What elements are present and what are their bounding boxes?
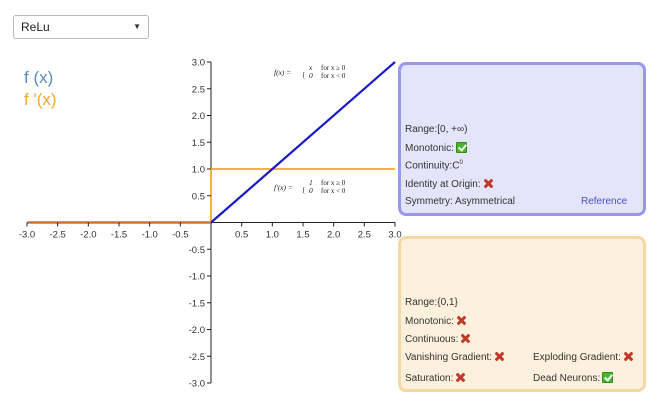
f-prime-formula-case-cond: for x < 0 xyxy=(321,187,346,195)
check-icon xyxy=(455,142,467,153)
activation-select[interactable]: ReLu ▼ xyxy=(13,15,149,39)
cross-icon xyxy=(494,351,505,362)
f-prime-formula-case-expr: 0 xyxy=(309,186,313,195)
f-formula-brace: { xyxy=(302,71,305,79)
x-tick-label: 2.0 xyxy=(327,230,340,241)
fp-saturation: Saturation: xyxy=(405,372,466,384)
activation-select-value: ReLu xyxy=(21,20,50,34)
f-continuity-label: Continuity: xyxy=(405,160,453,172)
x-tick-label: 1.0 xyxy=(266,230,279,241)
y-tick-label: 2.0 xyxy=(192,111,205,122)
f-formula-case-cond: for x ≥ 0 xyxy=(321,64,346,72)
cross-icon xyxy=(456,315,467,326)
f-symmetry-label: Symmetry: xyxy=(405,196,453,207)
fp-range-label: Range: xyxy=(405,297,438,308)
f-range: Range:[0, +∞) xyxy=(405,124,467,135)
x-tick-label: 3.0 xyxy=(388,230,401,241)
y-tick-label: 2.5 xyxy=(192,84,205,95)
f-prime-formula-brace: { xyxy=(302,186,305,194)
f-symmetry-value: Asymmetrical xyxy=(455,196,516,207)
f-identity: Identity at Origin: xyxy=(405,178,494,190)
f-prime-formula-case-expr: 1 xyxy=(309,178,313,187)
reference-link[interactable]: Reference xyxy=(581,196,628,207)
y-tick-label: 0.5 xyxy=(192,191,205,202)
x-tick-label: 0.5 xyxy=(235,230,248,241)
check-icon xyxy=(602,372,614,383)
y-tick-label: -0.5 xyxy=(189,245,205,256)
fp-exploding: Exploding Gradient: xyxy=(533,351,634,363)
f-range-value: [0, +∞) xyxy=(437,124,468,135)
fp-monotonic-label: Monotonic: xyxy=(405,316,454,327)
f-continuity: Continuity:C0 xyxy=(405,160,463,171)
y-tick-label: -2.5 xyxy=(189,352,205,363)
fp-vanishing: Vanishing Gradient: xyxy=(405,351,505,363)
fp-vanishing-label: Vanishing Gradient: xyxy=(405,352,493,363)
x-tick-label: -2.5 xyxy=(49,230,65,241)
f-formula-case-expr: 0 xyxy=(309,71,313,80)
fp-dead-label: Dead Neurons: xyxy=(533,373,601,384)
cross-icon xyxy=(455,372,466,383)
fp-saturation-label: Saturation: xyxy=(405,373,454,384)
function-properties-panel xyxy=(398,62,646,216)
fp-continuous: Continuous: xyxy=(405,333,471,345)
fp-exploding-label: Exploding Gradient: xyxy=(533,352,621,363)
f-monotonic-label: Monotonic: xyxy=(405,143,454,154)
legend-f: f (x) xyxy=(24,68,54,87)
fp-monotonic: Monotonic: xyxy=(405,315,467,327)
f-symmetry: Symmetry: Asymmetrical xyxy=(405,196,515,207)
f-formula: f(x) = {x for x ≥ 0 0 for x < 0 xyxy=(274,63,346,80)
f-prime-formula: f'(x) = {1 for x ≥ 0 0 for x < 0 xyxy=(274,178,346,195)
f-continuity-sup: 0 xyxy=(459,160,463,166)
cross-icon xyxy=(460,333,471,344)
y-tick-label: 1.5 xyxy=(192,138,205,149)
derivative-properties-panel xyxy=(398,236,646,392)
x-tick-label: -1.0 xyxy=(141,230,157,241)
fp-continuous-label: Continuous: xyxy=(405,334,459,345)
cross-icon xyxy=(483,178,494,189)
cross-icon xyxy=(623,351,634,362)
x-tick-label: -1.5 xyxy=(111,230,127,241)
fp-dead-neurons: Dead Neurons: xyxy=(533,372,614,384)
f-continuity-value: C xyxy=(452,160,460,172)
x-tick-label: 1.5 xyxy=(296,230,309,241)
y-tick-label: 1.0 xyxy=(192,165,205,176)
chevron-down-icon: ▼ xyxy=(133,22,141,31)
x-tick-label: -0.5 xyxy=(172,230,188,241)
f-formula-case-cond: for x < 0 xyxy=(321,72,346,80)
y-tick-label: -2.0 xyxy=(189,325,205,336)
fp-range: Range:{0,1} xyxy=(405,297,458,308)
f-identity-label: Identity at Origin: xyxy=(405,179,481,190)
x-tick-label: -3.0 xyxy=(19,230,35,241)
f-formula-case-expr: x xyxy=(308,63,313,72)
x-tick-label: 2.5 xyxy=(358,230,371,241)
y-tick-label: -3.0 xyxy=(189,379,205,390)
fp-range-value: {0,1} xyxy=(437,297,458,308)
y-tick-label: -1.0 xyxy=(189,272,205,283)
f-formula-lhs: f(x) = xyxy=(274,68,291,77)
y-tick-label: 3.0 xyxy=(192,58,205,69)
f-monotonic: Monotonic: xyxy=(405,142,467,154)
y-tick-label: -1.5 xyxy=(189,298,205,309)
f-range-label: Range: xyxy=(405,124,438,135)
x-tick-label: -2.0 xyxy=(80,230,96,241)
f-prime-formula-case-cond: for x ≥ 0 xyxy=(321,179,346,187)
f-prime-formula-lhs: f'(x) = xyxy=(274,183,293,192)
legend-f-prime: f '(x) xyxy=(24,90,57,109)
